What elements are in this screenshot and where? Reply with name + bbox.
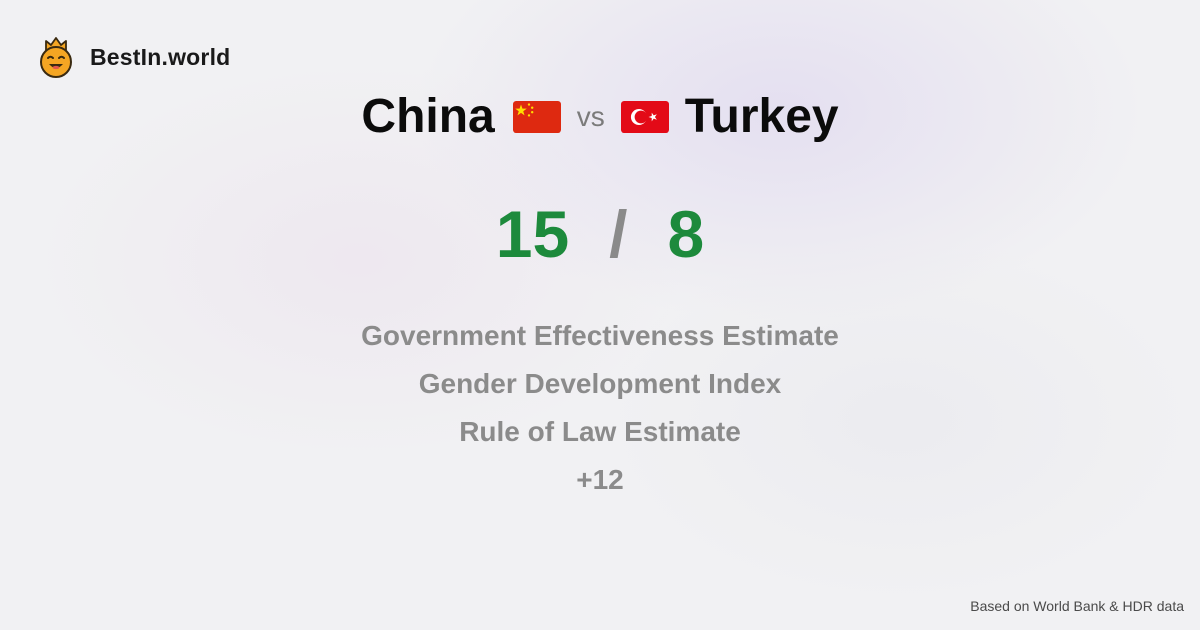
left-score: 15 xyxy=(495,197,570,271)
brand-logo[interactable]: BestIn.world xyxy=(38,36,230,78)
data-source-note: Based on World Bank & HDR data xyxy=(970,598,1184,614)
turkey-flag-icon xyxy=(620,101,669,133)
vs-label: vs xyxy=(576,101,605,132)
left-country-name: China xyxy=(361,90,495,143)
more-metrics-count: +12 xyxy=(576,464,624,495)
score-separator: / xyxy=(609,197,628,271)
china-flag-icon xyxy=(512,101,561,133)
right-country-name: Turkey xyxy=(684,90,839,143)
right-score: 8 xyxy=(667,197,705,271)
brand-name: BestIn.world xyxy=(90,43,231,70)
metric-item: Gender Development Index xyxy=(418,368,782,399)
metric-item: Rule of Law Estimate xyxy=(459,416,741,447)
crowned-smiley-icon xyxy=(40,37,72,78)
metrics-list: Government Effectiveness Estimate Gender… xyxy=(0,312,1200,456)
score-row: 15 / 8 xyxy=(0,196,1200,272)
comparison-title: China vs Turkey xyxy=(0,86,1200,148)
metric-item: Government Effectiveness Estimate xyxy=(361,320,839,351)
